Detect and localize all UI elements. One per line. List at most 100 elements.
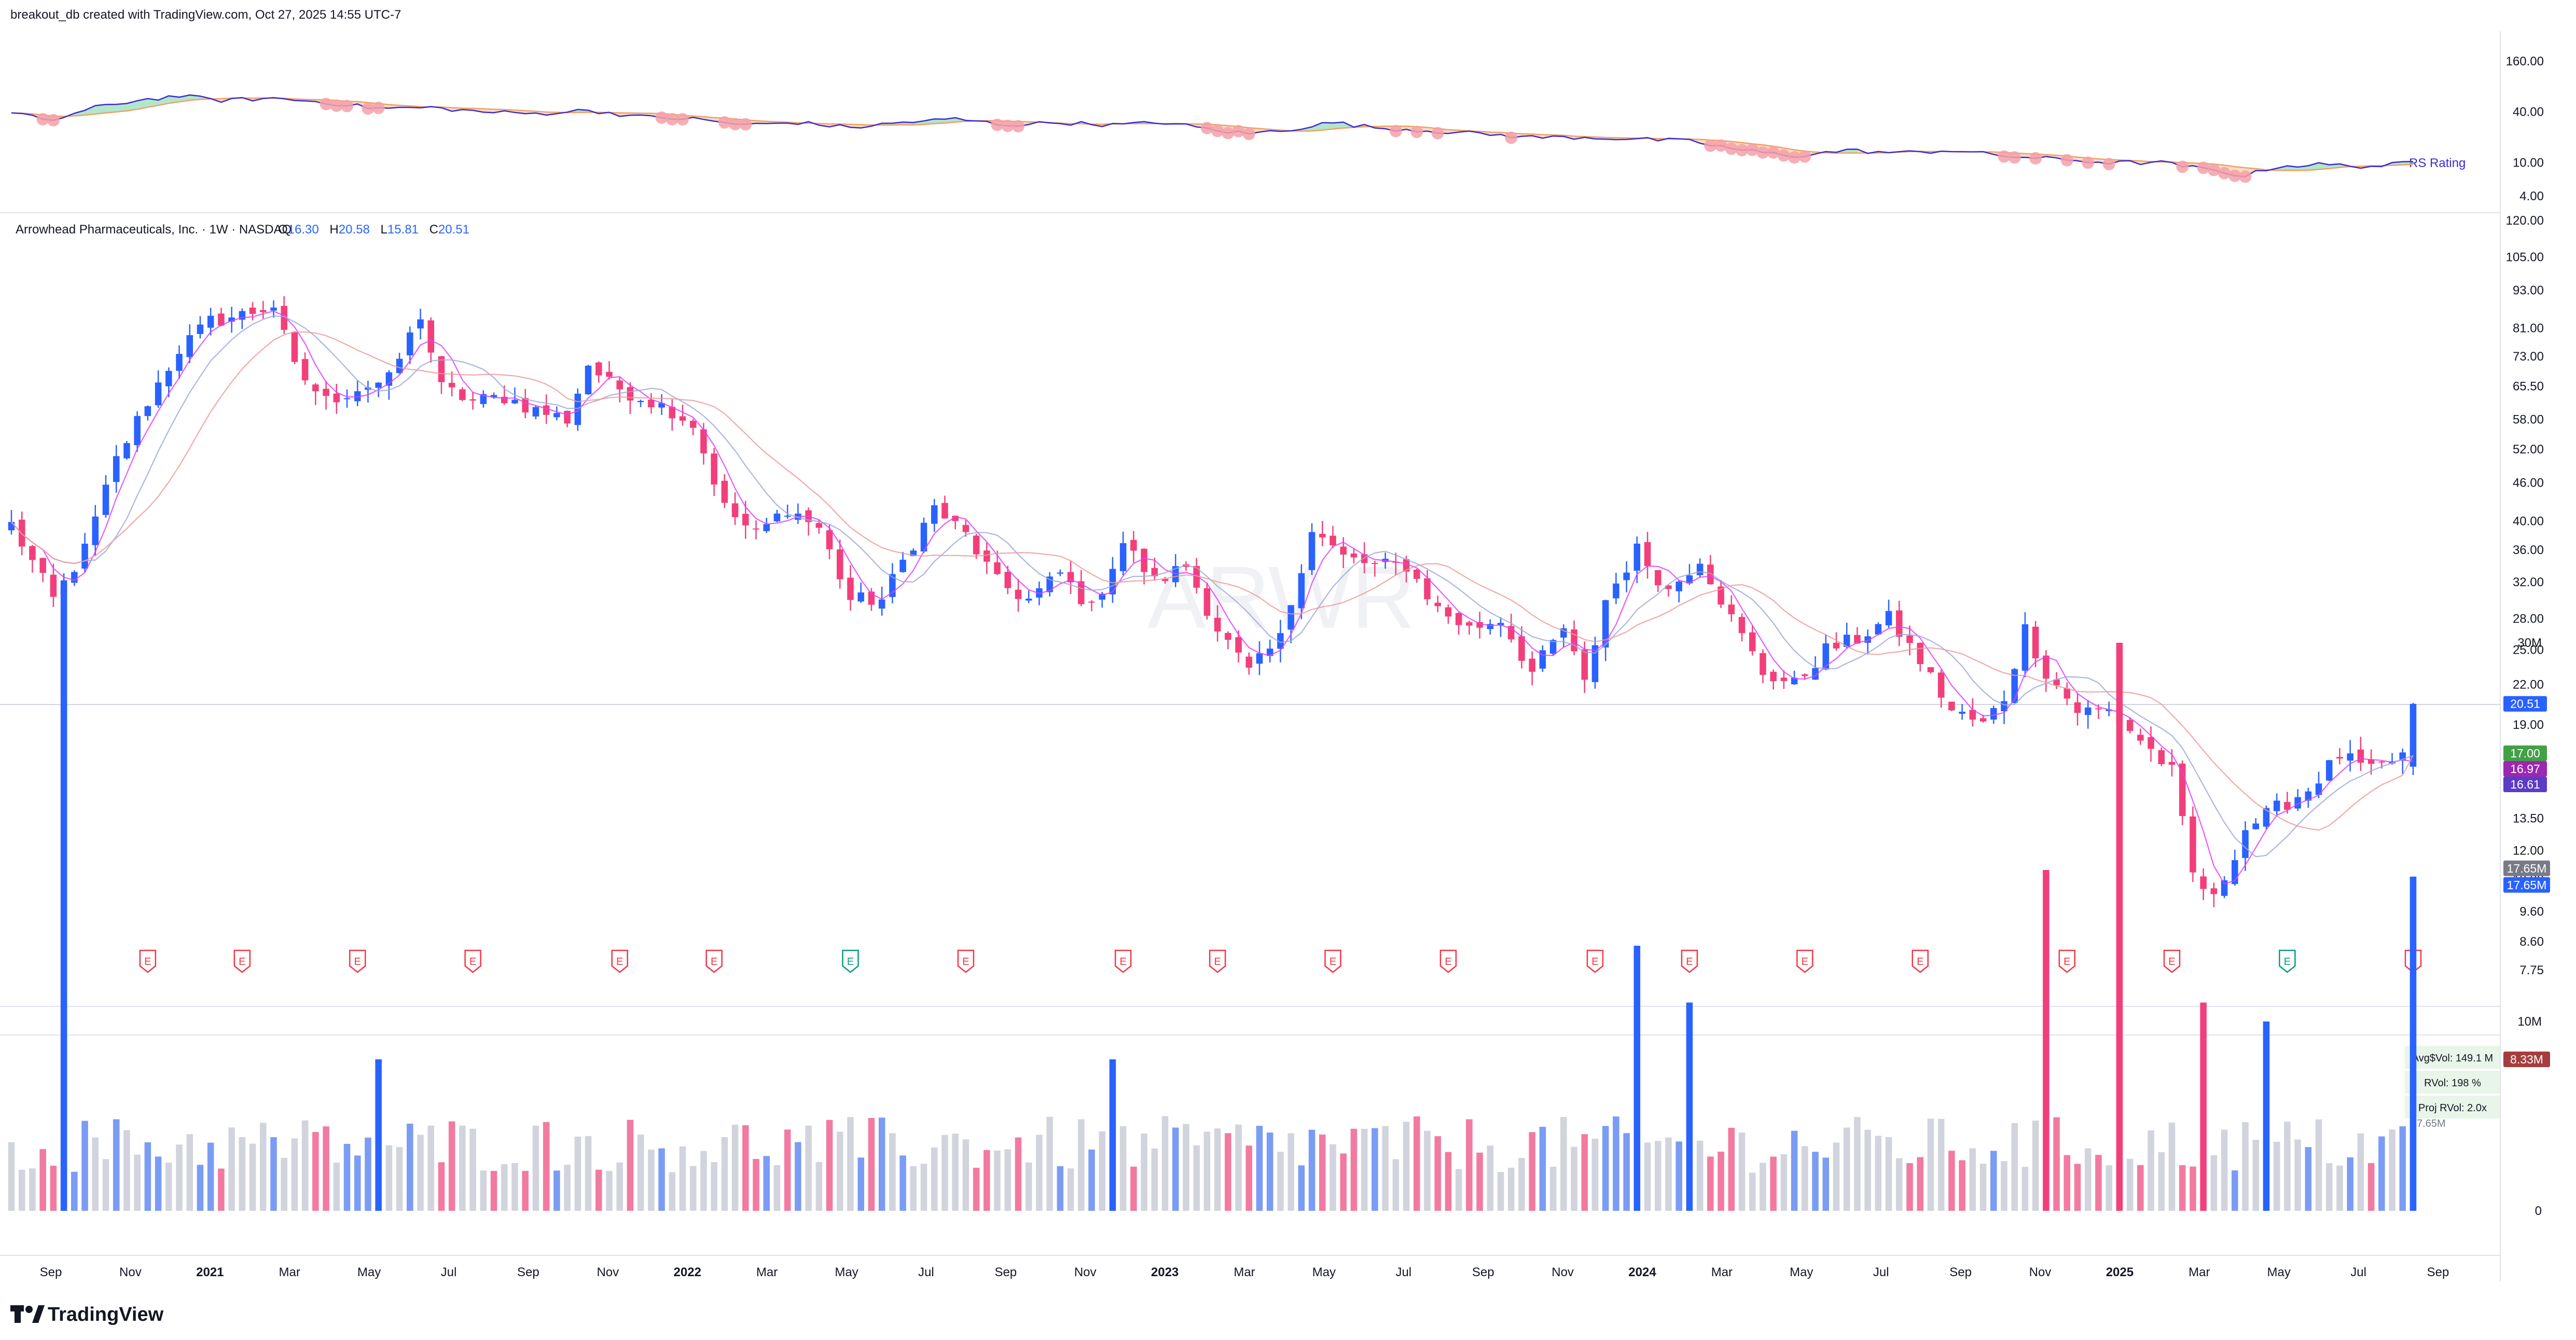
candle[interactable] [920, 517, 927, 553]
candle[interactable] [511, 387, 518, 404]
candle[interactable] [1518, 626, 1525, 669]
volume-bars[interactable] [8, 586, 2417, 1211]
candle[interactable] [2305, 788, 2312, 808]
candle[interactable] [952, 515, 959, 530]
candle[interactable] [899, 551, 906, 573]
candle[interactable] [323, 381, 329, 410]
candle[interactable] [1675, 580, 1682, 603]
candle[interactable] [2106, 701, 2112, 716]
candle[interactable] [1613, 573, 1619, 604]
candle[interactable] [2242, 821, 2249, 871]
candle[interactable] [1906, 625, 1913, 656]
candle[interactable] [1329, 526, 1336, 548]
candle[interactable] [1277, 619, 1284, 662]
candle[interactable] [847, 565, 854, 611]
candle[interactable] [2190, 806, 2196, 882]
candle[interactable] [1791, 670, 1798, 685]
candle[interactable] [2325, 759, 2333, 781]
candle[interactable] [553, 406, 560, 421]
candle[interactable] [2021, 612, 2029, 678]
candle[interactable] [469, 391, 476, 410]
candle[interactable] [113, 445, 120, 493]
candle[interactable] [1109, 557, 1116, 603]
earnings-marker[interactable]: E [611, 949, 628, 973]
candle[interactable] [1917, 642, 1924, 672]
candle[interactable] [1455, 612, 1462, 635]
earnings-marker[interactable]: E [2279, 949, 2296, 973]
candle[interactable] [1665, 585, 1672, 597]
candle[interactable] [1843, 623, 1850, 648]
candle[interactable] [973, 533, 980, 559]
candle[interactable] [731, 492, 739, 525]
earnings-marker[interactable]: E [1209, 949, 1226, 973]
candle[interactable] [1067, 561, 1074, 594]
candle[interactable] [1214, 605, 1221, 642]
candle[interactable] [595, 361, 602, 383]
candle[interactable] [1959, 703, 1965, 720]
candle[interactable] [186, 324, 193, 363]
earnings-marker[interactable]: E [1912, 949, 1929, 973]
candle[interactable] [2315, 771, 2322, 798]
candle[interactable] [1151, 558, 1158, 581]
candle[interactable] [1571, 620, 1577, 655]
candle[interactable] [2063, 682, 2071, 706]
candle[interactable] [312, 383, 319, 405]
candle[interactable] [281, 296, 287, 334]
candle[interactable] [259, 301, 267, 319]
candle[interactable] [270, 300, 277, 318]
candle[interactable] [2179, 760, 2186, 825]
candle[interactable] [1445, 604, 1452, 624]
candle[interactable] [301, 352, 309, 385]
candle[interactable] [1529, 651, 1535, 686]
candle[interactable] [1130, 531, 1137, 563]
earnings-marker[interactable]: E [2163, 949, 2181, 973]
candle[interactable] [39, 557, 46, 583]
candle[interactable] [2032, 620, 2039, 668]
candle[interactable] [2221, 876, 2228, 899]
candle[interactable] [1004, 565, 1012, 595]
candle[interactable] [2273, 793, 2280, 817]
candle[interactable] [1319, 521, 1326, 546]
candle[interactable] [249, 302, 256, 321]
candle[interactable] [805, 507, 812, 536]
earnings-marker[interactable]: E [1324, 949, 1341, 973]
candle[interactable] [1885, 599, 1892, 628]
candle[interactable] [1424, 570, 1431, 605]
candle[interactable] [2263, 805, 2270, 830]
candle[interactable] [197, 316, 204, 339]
candle[interactable] [941, 495, 948, 519]
candle[interactable] [574, 388, 581, 431]
candle[interactable] [29, 545, 36, 573]
candle[interactable] [1256, 641, 1263, 675]
candle[interactable] [1235, 630, 1242, 663]
candle[interactable] [984, 542, 990, 574]
candle[interactable] [1896, 600, 1903, 646]
candle[interactable] [721, 474, 728, 508]
candle[interactable] [1623, 561, 1630, 592]
candle[interactable] [1875, 622, 1882, 636]
candle[interactable] [2336, 748, 2343, 765]
candle[interactable] [1780, 670, 1788, 689]
candle[interactable] [1927, 667, 1934, 674]
earnings-marker[interactable]: E [842, 949, 859, 973]
earnings-marker[interactable]: E [705, 949, 723, 973]
candle[interactable] [1770, 669, 1777, 690]
candle[interactable] [658, 394, 665, 415]
earnings-marker[interactable]: E [1681, 949, 1698, 973]
candle[interactable] [1560, 624, 1567, 648]
candle[interactable] [81, 533, 88, 573]
candle[interactable] [2148, 726, 2154, 762]
candle[interactable] [616, 377, 623, 403]
candle[interactable] [1591, 637, 1599, 689]
candle[interactable] [333, 383, 340, 414]
candle[interactable] [165, 367, 172, 397]
candle[interactable] [396, 352, 403, 374]
candle[interactable] [1833, 632, 1840, 651]
candle[interactable] [102, 475, 109, 518]
earnings-marker[interactable]: E [1586, 949, 1604, 973]
candle[interactable] [1225, 631, 1231, 650]
candle[interactable] [459, 387, 466, 402]
earnings-marker[interactable]: E [1114, 949, 1132, 973]
candle[interactable] [1099, 591, 1105, 608]
